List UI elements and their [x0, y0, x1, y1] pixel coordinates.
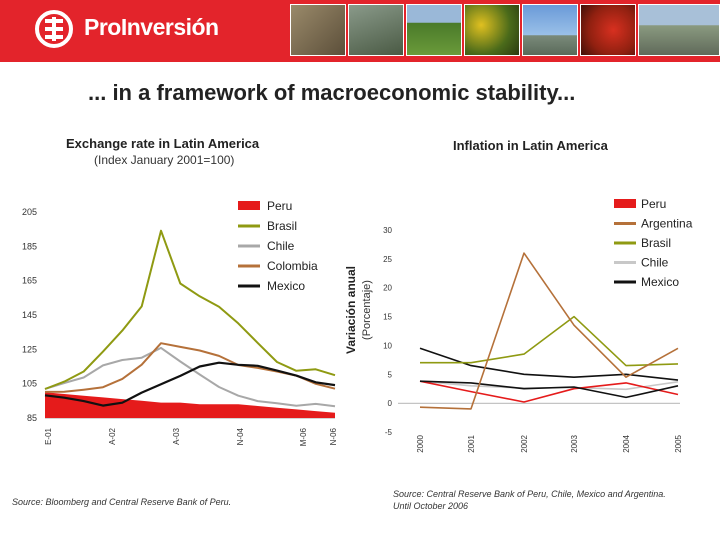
chart2-x-tick: 2005 [674, 434, 683, 452]
chart2-legend-label-chile: Chile [641, 256, 669, 270]
chart1-title: Exchange rate in Latin America [66, 136, 260, 151]
chart1-x-tick: N-04 [236, 427, 245, 445]
chart2-y-tick: 15 [383, 313, 392, 322]
chart2-legend-swatch-peru [614, 199, 636, 208]
chart1-y-tick: 105 [22, 379, 37, 389]
ruins-photo [348, 4, 404, 56]
slide-headline: ... in a framework of macroeconomic stab… [88, 80, 576, 105]
chart2-title: Inflation in Latin America [453, 138, 608, 153]
chart2-source-line2: Until October 2006 [393, 501, 469, 511]
chart1-y-tick: 145 [22, 310, 37, 320]
chart1-x-tick: A-03 [172, 427, 181, 444]
peppers-photo [580, 4, 636, 56]
proinversion-logo-icon [35, 10, 73, 48]
highway-photo [638, 4, 720, 56]
chart2-x-tick: 2001 [467, 434, 476, 452]
exchange-rate-chart: 205 185 165 145 125 105 85 E-01 A-02 A-03 N-04 M-06… [22, 199, 338, 446]
header-bar: ProInversión [0, 0, 720, 62]
chart1-subtitle: (Index January 2001=100) [94, 153, 235, 167]
chart2-y-tick: -5 [385, 428, 393, 437]
inflation-chart: 30 25 20 15 10 5 0 -5 2000 2001 2002 2003 2004 2005 Va… [344, 197, 693, 453]
chart2-y-label: Variación anual [344, 266, 358, 354]
chart1-y-tick: 85 [27, 413, 37, 423]
chart1-legend-label-chile: Chile [267, 239, 295, 253]
chart1-y-tick: 205 [22, 207, 37, 217]
chart1-legend-label-brasil: Brasil [267, 219, 297, 233]
chart1-series-mexico [44, 361, 336, 407]
stone-wall-photo [290, 4, 346, 56]
chart2-x-tick: 2004 [622, 434, 631, 452]
chart2-y-tick: 10 [383, 341, 392, 350]
chart1-legend-label-peru: Peru [267, 199, 292, 213]
chart1-x-tick: E-01 [44, 427, 53, 444]
chart1-x-tick: N-06 [329, 427, 338, 445]
chart2-y-tick: 25 [383, 255, 392, 264]
chart1-x-tick: M-06 [299, 427, 308, 446]
chart2-legend-label-argentina: Argentina [641, 217, 693, 231]
chart2-x-tick: 2002 [520, 434, 529, 452]
chart1-legend-label-colombia: Colombia [267, 259, 318, 273]
chart2-source-line1: Source: Central Reserve Bank of Peru, Ch… [393, 489, 666, 499]
produce-photo [464, 4, 520, 56]
chart2-y-tick: 30 [383, 226, 392, 235]
chart2-legend-label-peru: Peru [641, 197, 666, 211]
brand-name: ProInversión [84, 14, 219, 40]
chart1-series-brasil [44, 229, 336, 390]
chart1-y-tick: 165 [22, 276, 37, 286]
chart2-series-peru [419, 380, 679, 403]
chart2-y-label-sub: (Porcentaje) [361, 280, 373, 340]
field-photo [406, 4, 462, 56]
chart2-series-mexico-low [419, 380, 679, 399]
chart2-legend-label-mexico: Mexico [641, 275, 679, 289]
chart2-y-tick: 20 [383, 284, 392, 293]
chart1-y-tick: 185 [22, 241, 37, 251]
chart1-y-tick: 125 [22, 344, 37, 354]
chart1-legend-swatch-peru [238, 201, 260, 210]
chart2-legend-label-brasil: Brasil [641, 236, 671, 250]
chart1-series-chile [44, 346, 336, 408]
chart1-x-tick: A-02 [108, 427, 117, 444]
chart2-series-argentina [419, 252, 679, 410]
chart2-x-tick: 2003 [570, 434, 579, 452]
chart2-x-tick: 2000 [416, 434, 425, 452]
chart1-series-peru [45, 392, 335, 418]
chart2-y-tick: 5 [388, 370, 393, 379]
chart1-legend-label-mexico: Mexico [267, 279, 305, 293]
chart2-series-brasil [420, 315, 679, 367]
chart2-y-tick: 0 [388, 399, 393, 408]
chart2-series-mexico [419, 347, 679, 381]
chart1-source: Source: Bloomberg and Central Reserve Ba… [12, 497, 232, 507]
airplane-photo [522, 4, 578, 56]
